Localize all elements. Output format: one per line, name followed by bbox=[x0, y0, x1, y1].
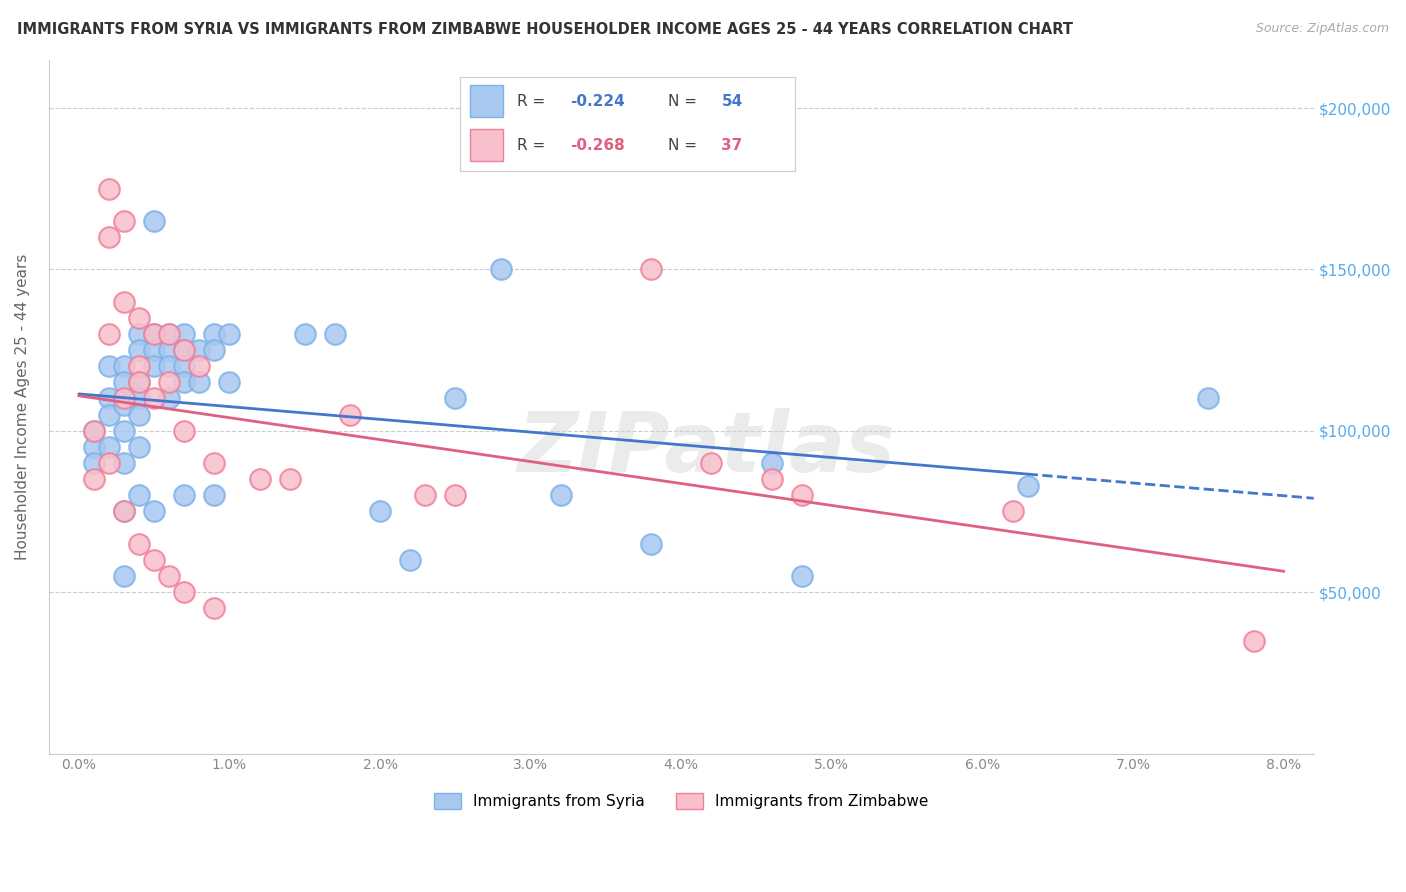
Point bbox=[157, 326, 180, 341]
Text: ZIPatlas: ZIPatlas bbox=[517, 408, 896, 489]
Point bbox=[98, 230, 121, 244]
Point bbox=[98, 182, 121, 196]
Point bbox=[112, 456, 135, 470]
Point bbox=[98, 456, 121, 470]
Point bbox=[790, 488, 813, 502]
Point bbox=[83, 456, 105, 470]
Point bbox=[1197, 392, 1219, 406]
Point bbox=[294, 326, 316, 341]
Point bbox=[218, 326, 240, 341]
Point bbox=[399, 553, 422, 567]
Point bbox=[98, 326, 121, 341]
Point bbox=[112, 392, 135, 406]
Point bbox=[98, 359, 121, 374]
Point bbox=[790, 569, 813, 583]
Point bbox=[143, 343, 166, 357]
Point bbox=[761, 472, 783, 486]
Point bbox=[157, 569, 180, 583]
Point bbox=[143, 326, 166, 341]
Point bbox=[143, 392, 166, 406]
Point bbox=[640, 537, 662, 551]
Point bbox=[188, 343, 211, 357]
Point bbox=[128, 343, 150, 357]
Point bbox=[157, 359, 180, 374]
Point bbox=[128, 376, 150, 390]
Point bbox=[83, 472, 105, 486]
Point bbox=[202, 343, 225, 357]
Point bbox=[83, 424, 105, 438]
Point bbox=[143, 504, 166, 518]
Point bbox=[112, 504, 135, 518]
Point bbox=[1243, 633, 1265, 648]
Point bbox=[202, 601, 225, 615]
Point bbox=[218, 376, 240, 390]
Point bbox=[173, 585, 195, 599]
Point bbox=[188, 359, 211, 374]
Point bbox=[98, 408, 121, 422]
Point bbox=[112, 569, 135, 583]
Point bbox=[188, 376, 211, 390]
Point bbox=[83, 440, 105, 454]
Point bbox=[173, 343, 195, 357]
Text: Source: ZipAtlas.com: Source: ZipAtlas.com bbox=[1256, 22, 1389, 36]
Point bbox=[112, 359, 135, 374]
Point bbox=[202, 456, 225, 470]
Point bbox=[173, 326, 195, 341]
Point bbox=[112, 294, 135, 309]
Point bbox=[157, 326, 180, 341]
Point bbox=[83, 424, 105, 438]
Point bbox=[368, 504, 391, 518]
Point bbox=[1017, 478, 1039, 492]
Point bbox=[202, 326, 225, 341]
Point bbox=[112, 424, 135, 438]
Point bbox=[128, 310, 150, 325]
Point bbox=[413, 488, 436, 502]
Point bbox=[143, 553, 166, 567]
Point bbox=[489, 262, 512, 277]
Legend: Immigrants from Syria, Immigrants from Zimbabwe: Immigrants from Syria, Immigrants from Z… bbox=[427, 787, 935, 815]
Point bbox=[444, 488, 467, 502]
Point bbox=[128, 326, 150, 341]
Point bbox=[112, 214, 135, 228]
Point bbox=[550, 488, 572, 502]
Point bbox=[128, 537, 150, 551]
Point bbox=[143, 359, 166, 374]
Point bbox=[112, 504, 135, 518]
Point bbox=[640, 262, 662, 277]
Point bbox=[112, 376, 135, 390]
Point bbox=[173, 424, 195, 438]
Point bbox=[278, 472, 301, 486]
Point bbox=[143, 214, 166, 228]
Point bbox=[128, 376, 150, 390]
Point bbox=[143, 326, 166, 341]
Point bbox=[128, 488, 150, 502]
Point bbox=[157, 343, 180, 357]
Point bbox=[173, 488, 195, 502]
Point bbox=[761, 456, 783, 470]
Point bbox=[173, 343, 195, 357]
Point bbox=[128, 392, 150, 406]
Text: IMMIGRANTS FROM SYRIA VS IMMIGRANTS FROM ZIMBABWE HOUSEHOLDER INCOME AGES 25 - 4: IMMIGRANTS FROM SYRIA VS IMMIGRANTS FROM… bbox=[17, 22, 1073, 37]
Point bbox=[157, 376, 180, 390]
Point bbox=[202, 488, 225, 502]
Point bbox=[98, 440, 121, 454]
Point bbox=[128, 408, 150, 422]
Point bbox=[128, 440, 150, 454]
Point bbox=[112, 398, 135, 412]
Y-axis label: Householder Income Ages 25 - 44 years: Householder Income Ages 25 - 44 years bbox=[15, 253, 30, 560]
Point bbox=[249, 472, 271, 486]
Point bbox=[173, 359, 195, 374]
Point bbox=[339, 408, 361, 422]
Point bbox=[323, 326, 346, 341]
Point bbox=[700, 456, 723, 470]
Point bbox=[157, 392, 180, 406]
Point bbox=[1001, 504, 1024, 518]
Point bbox=[98, 392, 121, 406]
Point bbox=[173, 376, 195, 390]
Point bbox=[128, 359, 150, 374]
Point bbox=[444, 392, 467, 406]
